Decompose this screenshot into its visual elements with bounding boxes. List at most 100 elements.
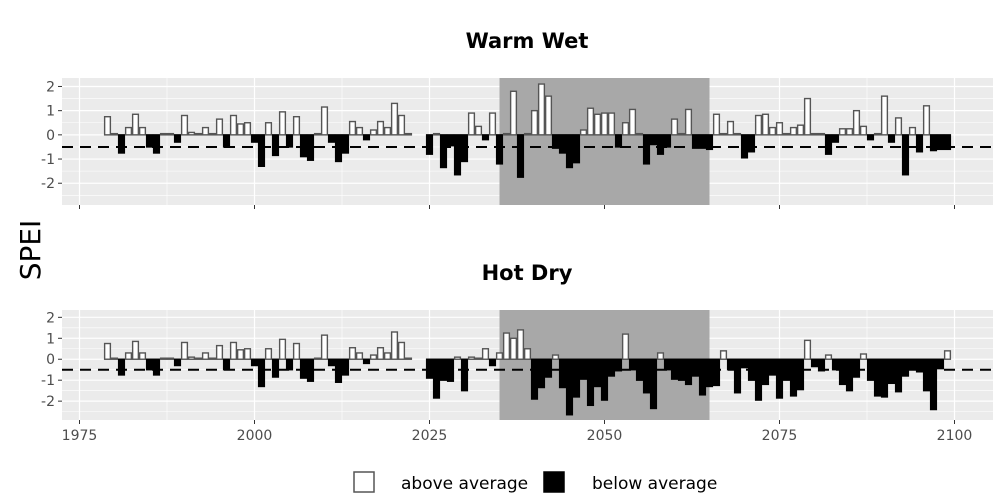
spei-bar [593, 358, 602, 388]
spei-bar [390, 102, 399, 136]
panel-title-warm-wet: Warm Wet [466, 29, 589, 53]
y-tick-label: 2 [46, 310, 55, 326]
spei-bar [362, 134, 371, 141]
spei-bar [719, 350, 728, 360]
x-tick-label: 2100 [937, 428, 973, 444]
spei-bar [481, 348, 490, 360]
spei-bar [334, 134, 343, 163]
spei-bar [502, 332, 511, 360]
spei-bar [341, 134, 350, 154]
spei-bar [880, 95, 889, 136]
spei-bar [586, 107, 595, 136]
spei-bar [712, 113, 721, 136]
spei-bar [124, 352, 133, 360]
spei-bar [810, 358, 819, 368]
spei-bar [495, 134, 504, 165]
spei-bar [187, 356, 196, 360]
spei-bar [684, 108, 693, 136]
spei-bar [894, 358, 903, 393]
spei-bar [796, 124, 805, 136]
spei-bar [761, 113, 770, 136]
spei-bar [208, 357, 217, 360]
spei-bar [698, 358, 707, 396]
spei-bar [292, 116, 301, 136]
spei-bar [159, 132, 168, 136]
spei-bar [509, 90, 518, 136]
spei-bar [740, 358, 749, 369]
spei-bar [278, 338, 287, 360]
spei-bar [327, 358, 336, 367]
spei-bar [691, 134, 700, 149]
spei-bar [124, 126, 133, 136]
spei-bar [789, 126, 798, 136]
spei-bar [523, 132, 532, 136]
spei-bar [180, 114, 189, 136]
spei-bar [656, 352, 665, 360]
highlight-period [499, 78, 710, 205]
spei-bar [810, 132, 819, 136]
y-tick-label: -2 [41, 394, 55, 410]
spei-bar [845, 128, 854, 136]
spei-bar [908, 358, 917, 370]
spei-bar [467, 356, 476, 360]
spei-bar [936, 134, 945, 151]
spei-bar [705, 134, 714, 151]
spei-bar [313, 357, 322, 360]
spei-bar [544, 358, 553, 378]
spei-bar [103, 342, 112, 360]
spei-bar [390, 331, 399, 360]
spei-bar [831, 358, 840, 371]
legend-key-below [543, 471, 565, 493]
spei-bar [803, 339, 812, 360]
spei-bar [684, 358, 693, 386]
spei-bar [873, 358, 882, 397]
spei-bar [915, 358, 924, 373]
x-ticks [79, 205, 955, 209]
spei-bar [425, 358, 434, 379]
spei-bar [439, 134, 448, 169]
spei-bar [901, 134, 910, 176]
spei-bar [299, 358, 308, 379]
spei-bar [145, 358, 154, 371]
panel-hot-dry: Hot Dry 2 1 0 -1 -2 1975 2000 2025 2050 2075 2100 [41, 261, 993, 444]
spei-bar [194, 357, 203, 360]
spei-bar [467, 112, 476, 136]
spei-bar [873, 132, 882, 136]
spei-bar [460, 358, 469, 392]
spei-bar [509, 337, 518, 360]
spei-bar [362, 358, 371, 365]
spei-bar [551, 134, 560, 149]
legend: above average below average [353, 471, 717, 494]
spei-bar [579, 129, 588, 136]
spei-bar [222, 134, 231, 148]
spei-bar [929, 134, 938, 152]
spei-bar [775, 358, 784, 399]
legend-label-below: below average [592, 474, 717, 494]
y-tick-labels: 2 1 0 -1 -2 [41, 310, 62, 410]
spei-bar [327, 134, 336, 143]
spei-bar [103, 116, 112, 136]
spei-bar [803, 97, 812, 136]
spei-bar [201, 126, 210, 136]
spei-bar [229, 114, 238, 136]
x-tick-label: 2075 [762, 428, 798, 444]
spei-bar [558, 134, 567, 154]
y-tick-label: 1 [46, 331, 55, 347]
x-tick-label: 2025 [412, 428, 448, 444]
spei-bar [880, 358, 889, 398]
spei-bar [572, 134, 581, 164]
y-tick-label: -1 [41, 373, 55, 389]
spei-bar [544, 95, 553, 136]
spei-bar [488, 358, 497, 367]
spei-bar [621, 333, 630, 360]
spei-bar [425, 134, 434, 155]
spei-bar [341, 358, 350, 376]
spei-bar [334, 358, 343, 383]
spei-bar [257, 134, 266, 167]
spei-bar [110, 132, 119, 136]
spei-bar [887, 134, 896, 143]
spei-bar [320, 106, 329, 136]
spei-bar [285, 134, 294, 148]
panel-warm-wet: Warm Wet 2 1 0 -1 -2 [41, 29, 993, 209]
spei-bar [719, 132, 728, 136]
